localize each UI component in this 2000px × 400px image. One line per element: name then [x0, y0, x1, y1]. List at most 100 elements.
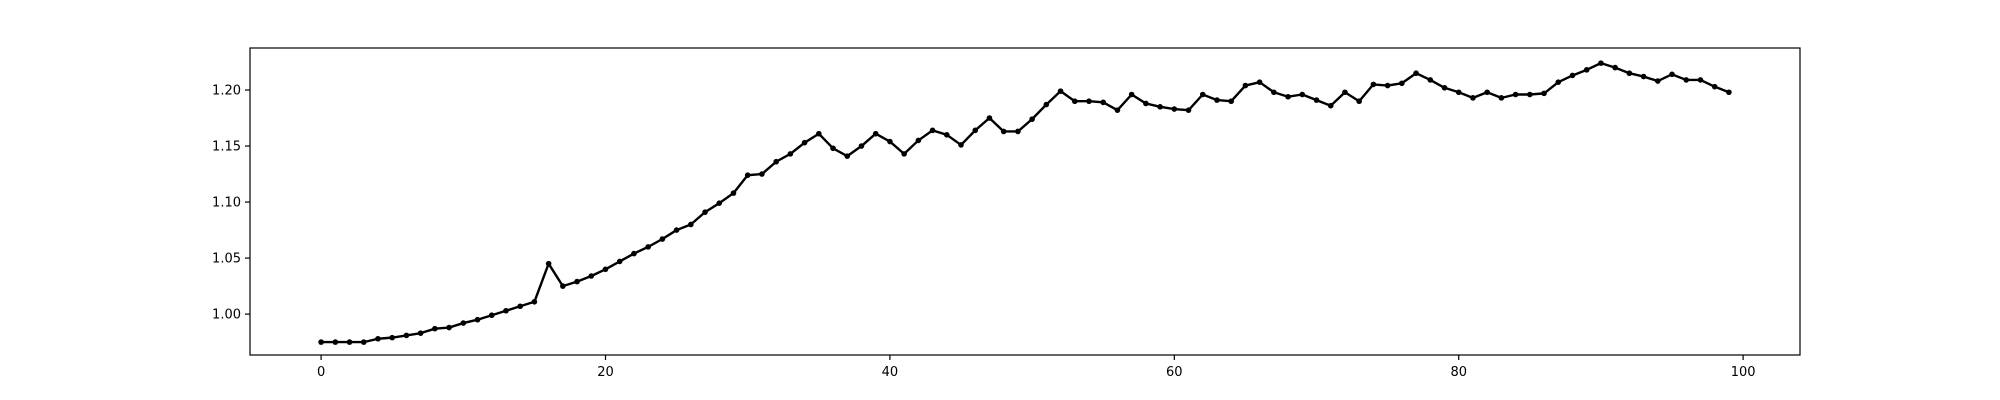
data-point	[659, 236, 666, 242]
data-point	[375, 335, 381, 342]
data-point	[602, 266, 609, 273]
data-point	[1071, 98, 1078, 105]
data-point	[616, 258, 623, 265]
data-point	[1655, 78, 1661, 84]
data-point	[1569, 72, 1576, 79]
data-point	[1612, 64, 1618, 71]
data-point	[702, 209, 708, 215]
data-point	[801, 139, 808, 146]
data-point	[1271, 89, 1277, 96]
data-point	[1057, 88, 1064, 94]
data-point	[403, 332, 410, 339]
data-point	[360, 339, 367, 345]
data-point	[958, 142, 964, 148]
data-point	[1256, 79, 1263, 85]
data-point	[1086, 98, 1092, 105]
data-point	[1640, 73, 1647, 80]
data-point	[1541, 90, 1547, 97]
data-point	[972, 127, 979, 134]
data-point	[1470, 95, 1476, 101]
data-point	[1143, 100, 1149, 107]
y-tick-label: 1.05	[212, 252, 241, 267]
data-point	[545, 260, 552, 267]
x-tick-label: 60	[1166, 365, 1183, 380]
data-point	[1171, 106, 1178, 112]
data-point	[318, 339, 324, 345]
data-point	[1512, 91, 1519, 98]
data-point	[744, 172, 751, 178]
data-point	[631, 250, 637, 257]
data-point	[1185, 107, 1192, 113]
data-point	[346, 339, 353, 345]
data-point	[673, 227, 680, 233]
data-point	[1128, 91, 1135, 98]
data-point	[773, 158, 779, 165]
data-point	[1669, 71, 1675, 78]
data-point	[1029, 116, 1035, 122]
x-tick-label: 80	[1450, 365, 1467, 380]
data-point	[460, 320, 467, 326]
data-point	[1100, 99, 1107, 106]
data-point	[688, 221, 694, 228]
data-point	[915, 137, 922, 144]
data-point	[474, 316, 481, 323]
chart-marks	[318, 60, 1732, 345]
data-point	[1626, 70, 1633, 77]
data-point	[1583, 67, 1590, 73]
data-point	[1441, 84, 1448, 91]
data-point	[1484, 89, 1490, 96]
data-point	[1697, 77, 1704, 83]
data-point	[986, 115, 993, 121]
data-point	[816, 130, 822, 137]
data-point	[1313, 97, 1320, 103]
data-point	[1199, 91, 1206, 98]
data-point	[830, 145, 836, 152]
series-line	[321, 61, 1730, 344]
y-tick-label: 1.10	[212, 196, 241, 211]
data-point	[645, 244, 651, 250]
data-point	[332, 339, 339, 345]
data-point	[1242, 82, 1249, 89]
data-point	[560, 283, 566, 289]
y-tick-label: 1.20	[212, 84, 241, 99]
y-tick-label: 1.00	[212, 308, 241, 323]
data-point	[943, 132, 950, 138]
plot-frame	[249, 47, 1801, 356]
data-point	[1598, 60, 1604, 66]
data-point	[531, 298, 538, 305]
data-point	[1498, 95, 1505, 101]
data-point	[488, 312, 495, 319]
data-point	[1214, 97, 1220, 103]
x-tick-label: 40	[882, 365, 899, 380]
data-point	[730, 190, 737, 196]
x-tick-label: 20	[597, 365, 614, 380]
data-point	[1228, 98, 1234, 105]
data-point	[517, 303, 523, 310]
data-point	[389, 334, 396, 341]
data-point	[1370, 81, 1377, 88]
data-point	[417, 330, 424, 336]
data-point	[887, 138, 893, 145]
data-point	[1356, 98, 1362, 105]
y-tick-label: 1.15	[212, 140, 241, 155]
data-point	[1285, 93, 1291, 100]
data-point	[1043, 101, 1050, 108]
data-point	[1711, 83, 1718, 90]
data-point	[759, 171, 765, 177]
data-point	[1413, 70, 1419, 77]
data-point	[1683, 77, 1690, 83]
data-point	[787, 151, 794, 157]
x-tick-label: 0	[317, 365, 325, 380]
data-point	[844, 153, 851, 159]
data-point	[574, 278, 580, 285]
data-point	[1327, 102, 1334, 109]
data-point	[1555, 79, 1562, 85]
data-point	[901, 151, 907, 157]
data-point	[1015, 128, 1021, 135]
data-point	[1342, 89, 1348, 96]
data-point	[872, 130, 879, 137]
data-point	[1399, 80, 1405, 87]
data-point	[1726, 89, 1732, 96]
data-point	[929, 127, 936, 134]
data-point	[503, 307, 509, 314]
